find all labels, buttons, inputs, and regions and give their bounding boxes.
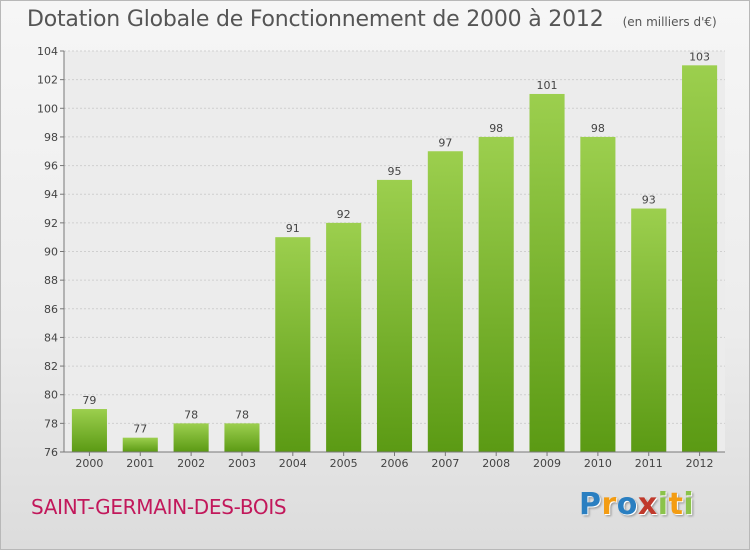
data-label-2010: 98 [591, 122, 605, 135]
x-tick-label-2008: 2008 [482, 457, 510, 470]
x-tick-label-2005: 2005 [330, 457, 358, 470]
proxiti-logo[interactable]: Proxiti [579, 487, 694, 522]
bar-2008 [478, 136, 514, 452]
logo-letter: o [616, 487, 638, 522]
logo-letter: x [637, 487, 658, 522]
y-tick-label: 80 [44, 389, 58, 402]
bar-2010 [580, 136, 616, 452]
y-tick-label: 88 [44, 274, 58, 287]
y-tick-label: 96 [44, 160, 58, 173]
data-label-2008: 98 [489, 122, 503, 135]
data-label-2005: 92 [337, 208, 351, 221]
data-label-2011: 93 [642, 194, 656, 207]
logo-letter: i [657, 487, 669, 522]
logo-letter: i [683, 487, 695, 522]
data-label-2004: 91 [286, 222, 300, 235]
bar-2007 [427, 151, 463, 452]
x-tick-label-2001: 2001 [126, 457, 154, 470]
bar-2002 [173, 423, 209, 452]
bar-2000 [71, 409, 107, 452]
x-tick-label-2003: 2003 [228, 457, 256, 470]
chart-subtitle: (en milliers d'€) [622, 15, 717, 29]
logo-letter: r [601, 487, 617, 522]
y-tick-label: 78 [44, 417, 58, 430]
y-tick-label: 84 [44, 331, 58, 344]
x-tick-label-2007: 2007 [431, 457, 459, 470]
data-label-2002: 78 [184, 408, 198, 421]
y-tick-label: 82 [44, 360, 58, 373]
y-tick-label: 94 [44, 188, 58, 201]
y-tick-label: 76 [44, 446, 58, 459]
title-row: Dotation Globale de Fonctionnement de 20… [27, 7, 717, 32]
y-tick-label: 92 [44, 217, 58, 230]
data-label-2003: 78 [235, 408, 249, 421]
y-tick-label: 104 [37, 45, 58, 58]
data-label-2006: 95 [388, 165, 402, 178]
data-label-2009: 101 [537, 79, 558, 92]
bar-2005 [326, 222, 362, 452]
y-tick-label: 100 [37, 102, 58, 115]
bar-2006 [376, 179, 413, 452]
bar-2009 [529, 93, 565, 452]
x-tick-label-2009: 2009 [533, 457, 561, 470]
x-tick-label-2002: 2002 [177, 457, 205, 470]
x-tick-label-2006: 2006 [381, 457, 409, 470]
x-tick-label-2010: 2010 [584, 457, 612, 470]
logo-letter: t [668, 487, 684, 522]
x-tick-label-2004: 2004 [279, 457, 307, 470]
bar-2011 [631, 208, 667, 452]
commune-name: SAINT-GERMAIN-DES-BOIS [31, 495, 287, 519]
x-tick-label-2012: 2012 [686, 457, 714, 470]
bar-2004 [275, 237, 311, 452]
y-tick-label: 90 [44, 246, 58, 259]
data-label-2001: 77 [133, 423, 147, 436]
data-label-2007: 97 [438, 136, 452, 149]
data-label-2000: 79 [82, 394, 96, 407]
y-tick-label: 98 [44, 131, 58, 144]
data-label-2012: 103 [689, 50, 710, 63]
y-tick-label: 86 [44, 303, 58, 316]
bar-2003 [224, 423, 260, 452]
chart-title: Dotation Globale de Fonctionnement de 20… [27, 7, 604, 32]
y-tick-label: 102 [37, 74, 58, 87]
bar-2012 [682, 65, 718, 453]
logo-letter: P [579, 487, 602, 522]
bar-2001 [122, 437, 158, 452]
x-tick-label-2011: 2011 [635, 457, 663, 470]
x-tick-label-2000: 2000 [75, 457, 103, 470]
